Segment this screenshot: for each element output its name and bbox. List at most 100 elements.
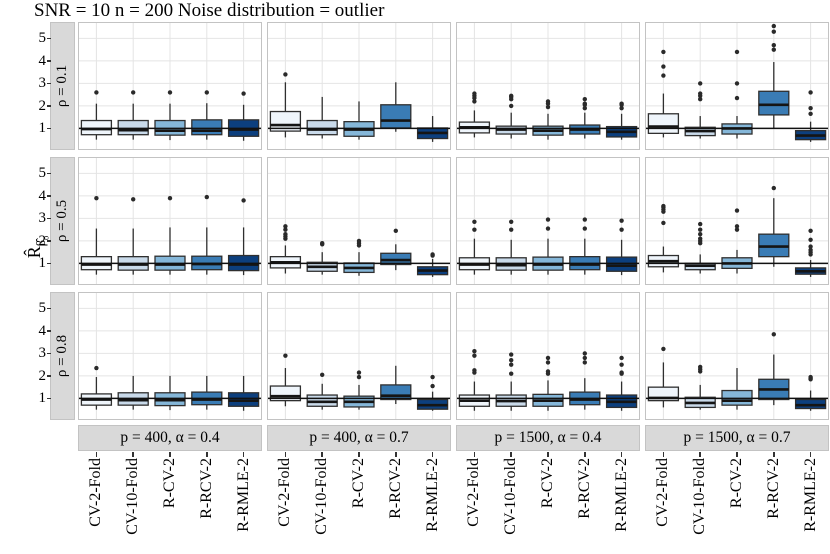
outlier-point: [167, 195, 173, 201]
boxplot-R-RCV-2: [191, 90, 223, 140]
panel-border: [78, 292, 262, 420]
y-tick-mark: [46, 397, 51, 400]
x-category-label: R-CV-2: [350, 458, 367, 509]
boxplot-R-RCV-2: [569, 96, 601, 139]
x-tick-mark: [431, 452, 434, 457]
outlier-point: [771, 332, 776, 337]
x-tick-mark: [584, 452, 586, 457]
boxplot-R-RMLE-2: [794, 90, 827, 142]
outlier-point: [356, 370, 362, 375]
y-tick-mark: [46, 375, 51, 377]
boxplot-CV-2-Fold: [80, 365, 113, 410]
facet-panel-r0c2: [456, 22, 640, 150]
outlier-point: [808, 244, 813, 249]
panel-border: [78, 22, 262, 150]
box-iqr: [605, 256, 638, 272]
outlier-point: [509, 93, 514, 98]
row-facet-label: ρ = 0.5: [54, 199, 70, 243]
outlier-point: [320, 240, 325, 246]
boxplot-CV-10-Fold: [117, 90, 149, 140]
y-tick-mark: [46, 105, 51, 107]
outlier-point: [582, 355, 587, 361]
facet-panel-r2c0: [78, 292, 262, 420]
x-category-label: CV-10-Fold: [502, 458, 520, 535]
outlier-point: [283, 227, 288, 232]
outlier-point: [808, 111, 813, 116]
y-tick-label: 3: [38, 345, 47, 362]
outlier-point: [698, 364, 703, 370]
panel-border: [456, 292, 640, 420]
chart-title: SNR = 10 n = 200 Noise distribution = ou…: [34, 0, 385, 21]
y-tick-mark: [46, 262, 51, 265]
col-facet-strip: p = 400, α = 0.7: [267, 425, 451, 451]
outlier-point: [131, 90, 136, 95]
x-category-label: CV-2-Fold: [654, 458, 672, 527]
outlier-point: [472, 353, 477, 358]
box-iqr: [758, 90, 790, 116]
boxplot-CV-10-Fold: [684, 364, 716, 410]
outlier-point: [472, 348, 477, 354]
boxplot-R-RMLE-2: [416, 252, 449, 277]
x-tick-mark: [473, 452, 476, 457]
x-category-label: R-RMLE-2: [612, 458, 630, 532]
boxplot-CV-10-Fold: [306, 96, 338, 139]
x-category-label: R-RMLE-2: [234, 458, 252, 532]
boxplot-R-RCV-2: [380, 82, 412, 132]
boxplot-R-CV-2: [532, 99, 564, 140]
y-tick-label: 4: [38, 187, 47, 204]
outlier-point: [698, 221, 703, 227]
x-category-label: CV-10-Fold: [691, 458, 709, 535]
outlier-point: [808, 237, 813, 242]
outlier-point: [430, 374, 435, 380]
boxplot-R-RCV-2: [380, 365, 412, 405]
outlier-point: [661, 64, 666, 69]
outlier-point: [430, 383, 435, 389]
boxplot-R-RCV-2: [380, 228, 412, 271]
boxplot-R-RMLE-2: [227, 375, 260, 411]
panel-border: [456, 22, 640, 150]
x-tick-mark: [547, 452, 549, 457]
boxplot-CV-10-Fold: [495, 352, 527, 411]
y-tick-label: 2: [38, 367, 47, 384]
outlier-point: [698, 236, 703, 241]
outlier-point: [582, 226, 587, 231]
boxplot-R-CV-2: [532, 355, 564, 411]
outlier-point: [509, 357, 514, 363]
outlier-point: [472, 368, 477, 373]
boxplot-R-RMLE-2: [416, 374, 449, 411]
outlier-point: [698, 91, 703, 96]
x-tick-mark: [662, 452, 665, 457]
outlier-point: [131, 197, 136, 202]
box-iqr: [647, 113, 680, 135]
outlier-point: [545, 104, 551, 110]
x-tick-mark: [321, 452, 323, 457]
boxplot-CV-10-Fold: [306, 372, 338, 410]
x-tick-mark: [132, 452, 134, 457]
x-tick-mark: [284, 452, 287, 457]
outlier-point: [734, 208, 740, 213]
boxplot-R-RCV-2: [758, 185, 790, 267]
outlier-point: [771, 29, 776, 34]
boxplot-CV-10-Fold: [495, 93, 527, 139]
outlier-point: [619, 218, 624, 223]
outlier-point: [545, 217, 551, 222]
panel-border: [645, 157, 829, 285]
boxplot-CV-2-Fold: [647, 203, 680, 273]
x-tick-mark: [358, 452, 360, 457]
y-tick-label: 1: [38, 120, 47, 137]
x-category-label: R-RCV-2: [764, 458, 782, 519]
x-tick-mark: [395, 452, 397, 457]
outlier-point: [283, 72, 288, 77]
row-facet-label: ρ = 0.1: [54, 64, 70, 108]
outlier-point: [661, 73, 666, 78]
outlier-point: [619, 362, 624, 367]
outlier-point: [472, 91, 477, 96]
outlier-point: [582, 105, 587, 111]
boxplot-CV-10-Fold: [306, 240, 338, 275]
boxplot-R-RCV-2: [758, 23, 790, 129]
box-iqr: [80, 119, 113, 136]
row-facet-strip: [50, 292, 75, 420]
outlier-point: [619, 370, 624, 375]
outlier-point: [582, 360, 587, 365]
facet-panel-r1c2: [456, 157, 640, 285]
